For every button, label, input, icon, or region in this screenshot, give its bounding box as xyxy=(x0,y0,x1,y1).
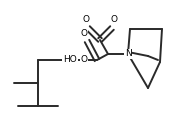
Text: HO: HO xyxy=(63,56,77,65)
Text: O: O xyxy=(81,56,88,65)
Text: N: N xyxy=(125,50,131,58)
Text: O: O xyxy=(111,15,118,24)
Text: O: O xyxy=(81,29,88,38)
Text: O: O xyxy=(82,15,90,24)
